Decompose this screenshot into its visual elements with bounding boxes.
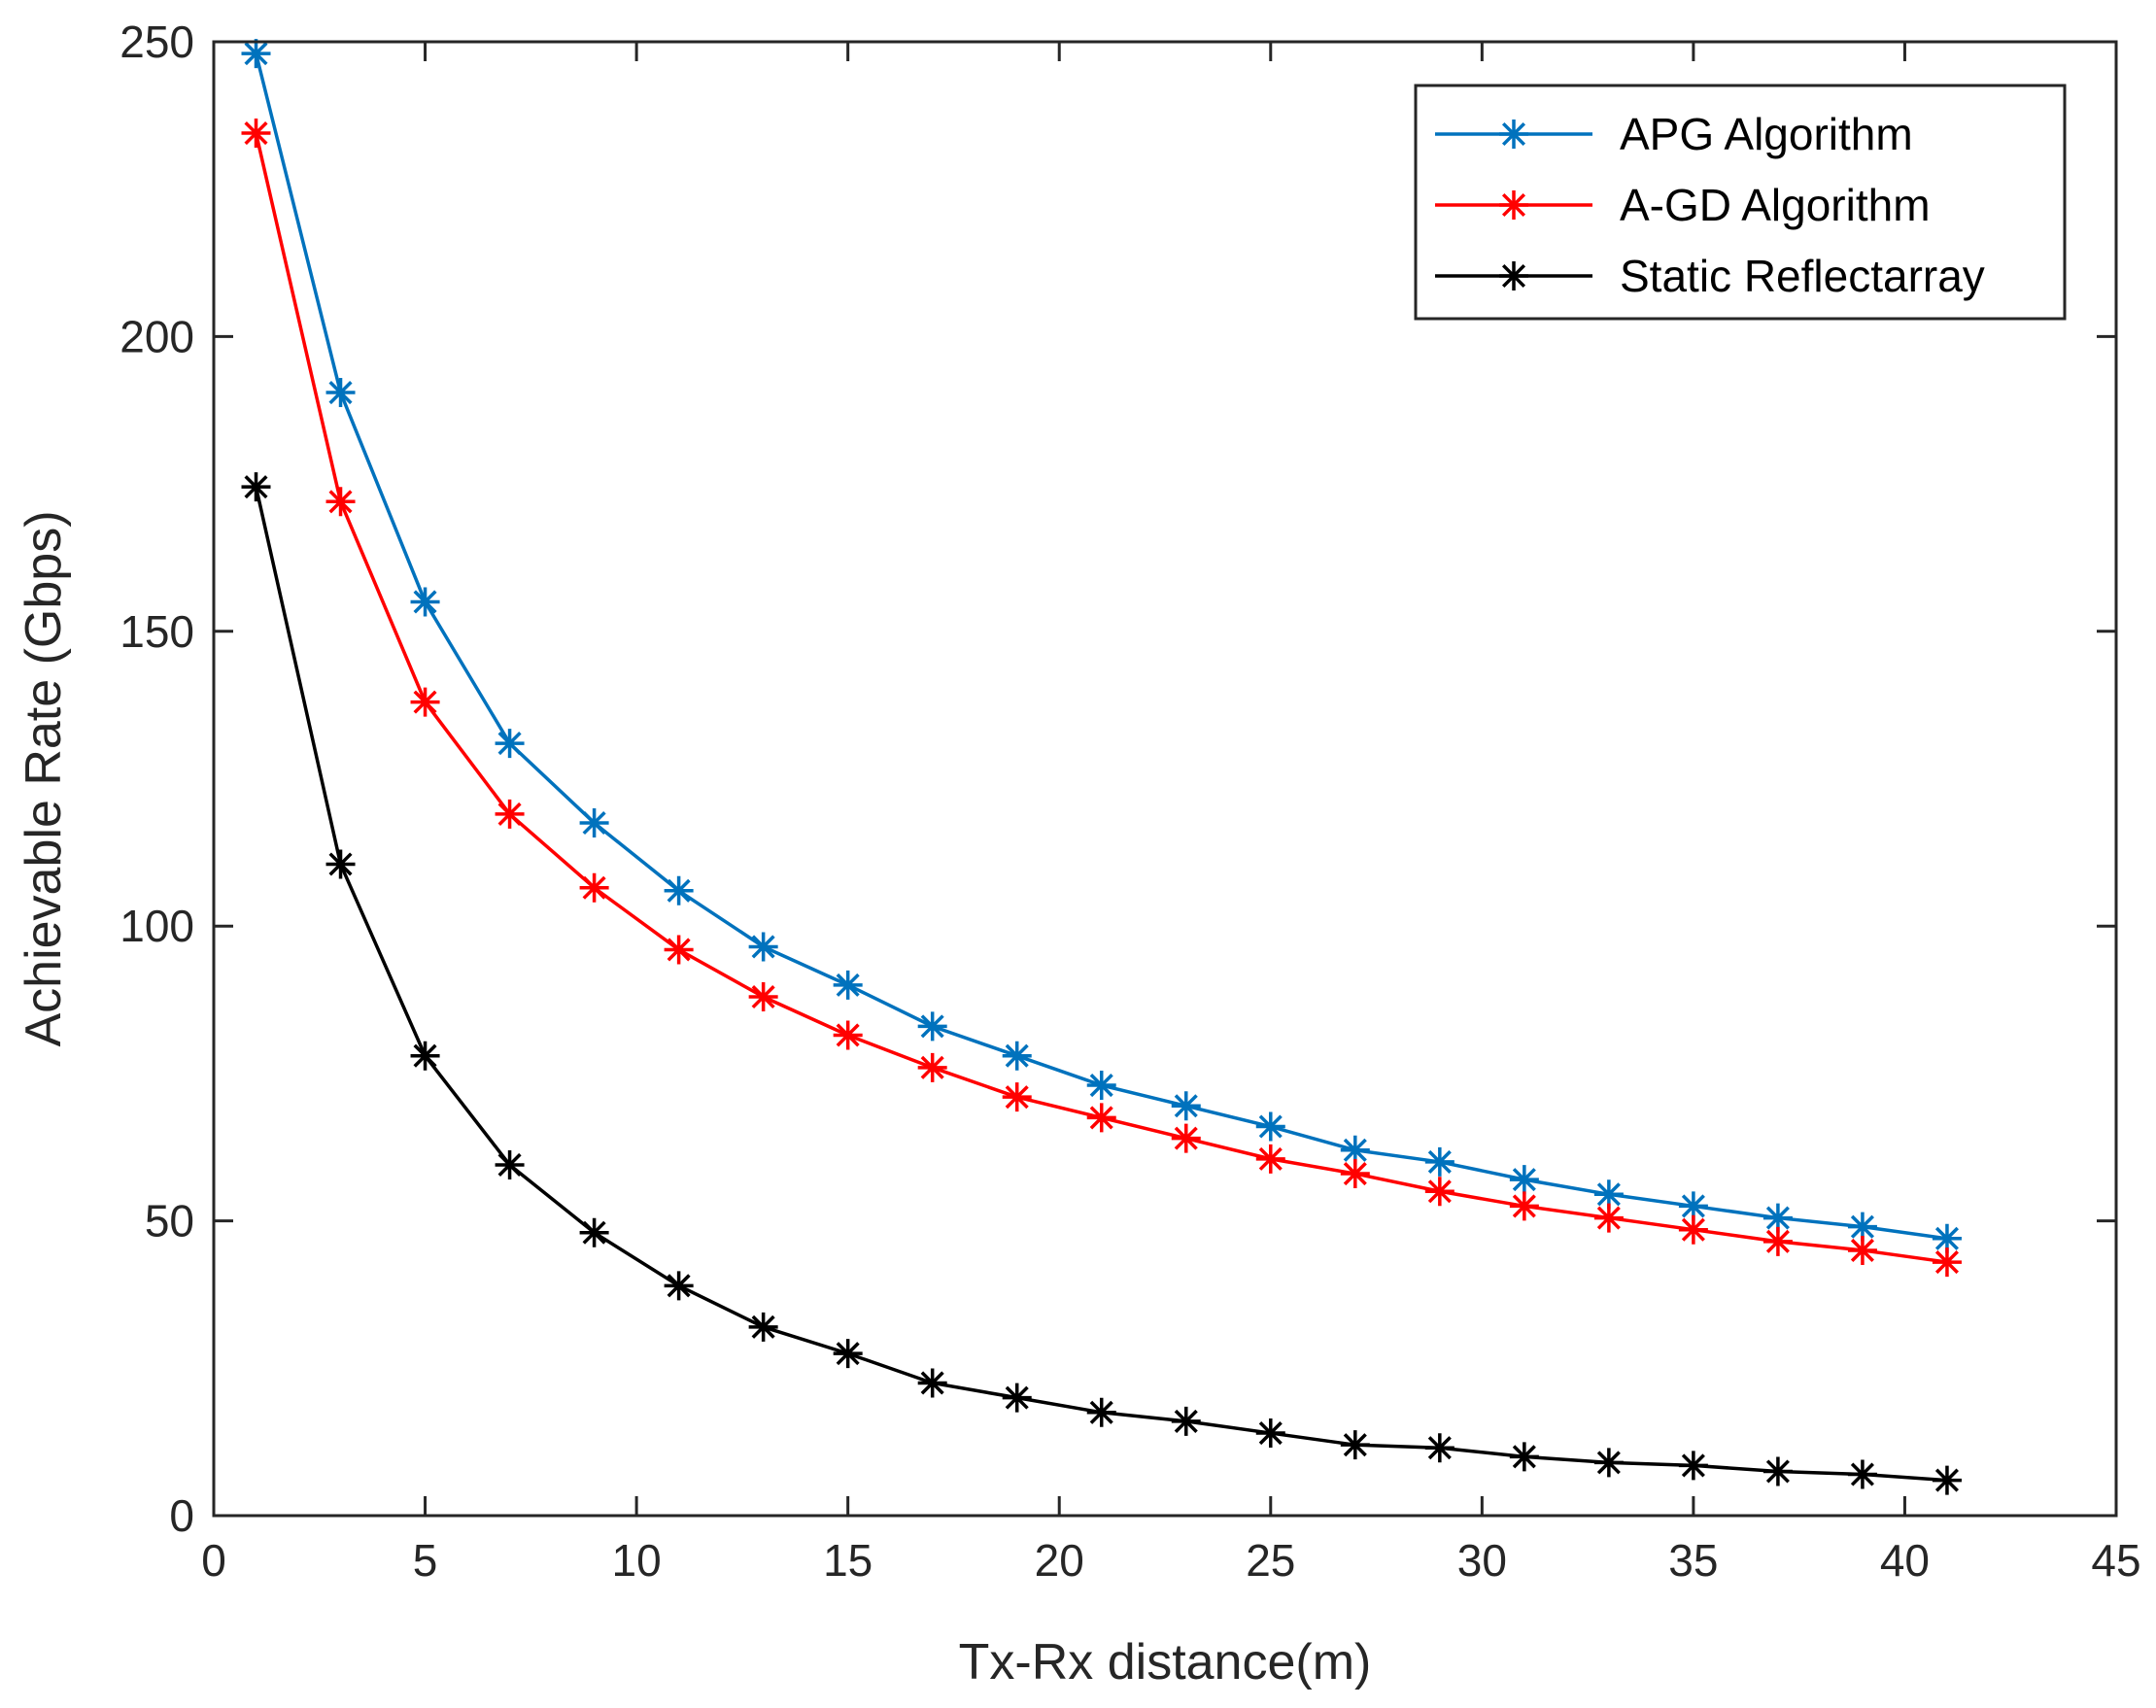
x-tick-label: 30 bbox=[1457, 1535, 1507, 1586]
data-point bbox=[579, 808, 609, 838]
data-point bbox=[1847, 1212, 1877, 1242]
data-point bbox=[241, 39, 271, 69]
x-tick-label: 5 bbox=[413, 1535, 438, 1586]
x-tick-label: 25 bbox=[1246, 1535, 1295, 1586]
data-point bbox=[1932, 1223, 1962, 1253]
data-point bbox=[1255, 1111, 1285, 1142]
data-point bbox=[917, 1368, 947, 1398]
data-point bbox=[325, 849, 356, 879]
x-tick-label: 35 bbox=[1668, 1535, 1718, 1586]
x-tick-label: 10 bbox=[612, 1535, 662, 1586]
y-axis-label: Achievable Rate (Gbps) bbox=[16, 510, 72, 1046]
data-point bbox=[833, 1020, 863, 1050]
data-point bbox=[1593, 1179, 1624, 1210]
data-point bbox=[1340, 1159, 1370, 1189]
x-tick-label: 20 bbox=[1035, 1535, 1084, 1586]
data-point bbox=[1002, 1082, 1032, 1112]
data-point bbox=[1762, 1456, 1793, 1486]
data-point bbox=[495, 729, 525, 759]
data-point bbox=[579, 1217, 609, 1247]
legend: APG Algorithm A-GD Algorithm Static Reflec… bbox=[1414, 84, 2067, 321]
legend-marker bbox=[1499, 190, 1528, 220]
data-point bbox=[410, 1041, 440, 1071]
x-tick-label: 0 bbox=[201, 1535, 226, 1586]
data-point bbox=[1593, 1203, 1624, 1233]
data-point bbox=[495, 799, 525, 829]
data-point bbox=[748, 1312, 778, 1342]
data-point bbox=[1424, 1433, 1454, 1463]
data-point bbox=[1171, 1123, 1201, 1153]
data-point bbox=[241, 119, 271, 149]
data-point bbox=[1847, 1459, 1877, 1489]
y-tick-label: 50 bbox=[145, 1196, 194, 1247]
legend-item: A-GD Algorithm bbox=[1435, 180, 1931, 230]
tick-labels: 0 5 10 15 20 25 30 35 40 45 0 50 100 150 200 250 bbox=[120, 17, 2140, 1586]
data-point bbox=[325, 487, 356, 517]
data-point bbox=[1086, 1071, 1116, 1101]
data-point bbox=[1424, 1146, 1454, 1177]
data-point bbox=[1762, 1226, 1793, 1256]
data-point bbox=[664, 935, 694, 965]
data-point bbox=[1171, 1091, 1201, 1121]
y-tick-label: 0 bbox=[169, 1490, 194, 1541]
data-point bbox=[917, 1011, 947, 1042]
data-point bbox=[1002, 1383, 1032, 1413]
legend-label: A-GD Algorithm bbox=[1620, 180, 1931, 230]
data-point bbox=[325, 378, 356, 408]
legend-label: APG Algorithm bbox=[1620, 109, 1913, 159]
data-point bbox=[748, 932, 778, 962]
data-point bbox=[1086, 1103, 1116, 1133]
data-point bbox=[1509, 1442, 1539, 1472]
data-point bbox=[1255, 1418, 1285, 1449]
data-point bbox=[748, 982, 778, 1012]
data-point bbox=[1509, 1165, 1539, 1195]
data-point bbox=[1932, 1247, 1962, 1278]
x-tick-label: 40 bbox=[1880, 1535, 1930, 1586]
data-point bbox=[1678, 1451, 1708, 1481]
legend-marker bbox=[1499, 120, 1528, 149]
series-2 bbox=[241, 472, 1962, 1495]
data-point bbox=[1847, 1235, 1877, 1265]
data-point bbox=[1340, 1135, 1370, 1165]
data-point bbox=[1762, 1203, 1793, 1233]
data-point bbox=[495, 1149, 525, 1179]
data-point bbox=[1340, 1430, 1370, 1460]
legend-marker bbox=[1499, 261, 1528, 290]
data-point bbox=[1255, 1144, 1285, 1174]
data-point bbox=[664, 1271, 694, 1301]
data-point bbox=[1593, 1448, 1624, 1478]
x-tick-label: 45 bbox=[2091, 1535, 2140, 1586]
data-point bbox=[833, 1339, 863, 1369]
series-group bbox=[241, 39, 1962, 1495]
series-0 bbox=[241, 39, 1962, 1253]
series-1 bbox=[241, 119, 1962, 1278]
y-tick-label: 200 bbox=[120, 311, 194, 361]
x-tick-label: 15 bbox=[823, 1535, 873, 1586]
legend-item: Static Reflectarray bbox=[1435, 251, 1985, 301]
data-point bbox=[579, 872, 609, 903]
data-point bbox=[833, 970, 863, 1000]
y-tick-label: 100 bbox=[120, 901, 194, 951]
data-point bbox=[410, 687, 440, 717]
y-tick-label: 150 bbox=[120, 606, 194, 657]
data-point bbox=[410, 587, 440, 617]
data-point bbox=[241, 472, 271, 502]
data-point bbox=[1678, 1191, 1708, 1221]
legend-item: APG Algorithm bbox=[1435, 109, 1913, 159]
data-point bbox=[1509, 1191, 1539, 1221]
data-point bbox=[1424, 1177, 1454, 1207]
data-point bbox=[1171, 1406, 1201, 1436]
data-point bbox=[1932, 1465, 1962, 1495]
data-point bbox=[1678, 1214, 1708, 1245]
legend-label: Static Reflectarray bbox=[1620, 251, 1985, 301]
data-point bbox=[917, 1052, 947, 1082]
data-point bbox=[1002, 1041, 1032, 1071]
data-point bbox=[664, 875, 694, 905]
data-point bbox=[1086, 1397, 1116, 1427]
x-axis-label: Tx-Rx distance(m) bbox=[959, 1634, 1372, 1691]
y-tick-label: 250 bbox=[120, 17, 194, 67]
plot-frame bbox=[212, 40, 2118, 1518]
